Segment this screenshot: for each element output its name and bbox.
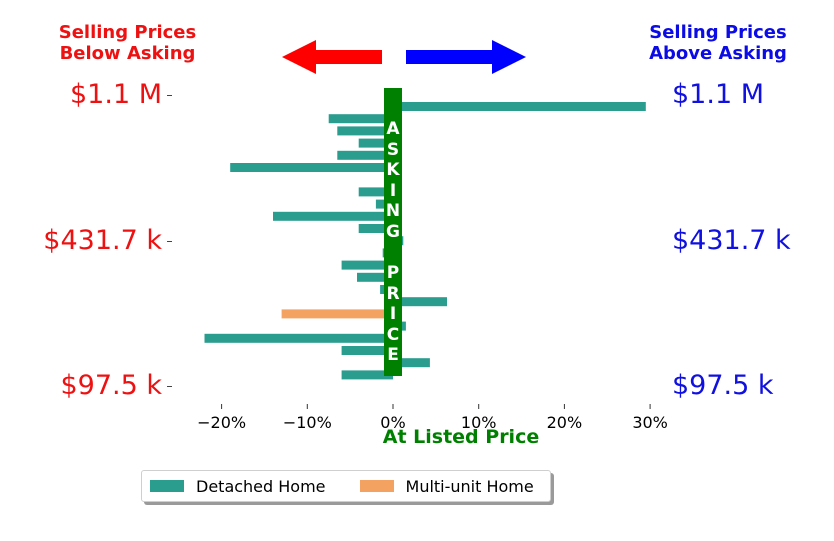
price-label-middle-right: $431.7 k	[672, 225, 791, 256]
x-tick-label-1: −10%	[282, 413, 332, 432]
above-asking-line1: Selling Prices	[649, 22, 787, 43]
bar-14	[357, 272, 393, 282]
bar-5	[230, 163, 393, 172]
bar-2	[337, 126, 393, 136]
asking-letter-2: K	[386, 160, 400, 181]
right-arrow-icon	[406, 40, 526, 74]
price-label-bottom-left: $97.5 k	[60, 370, 162, 401]
below-asking-line1: Selling Prices	[58, 22, 197, 43]
price-label-top-right: $1.1 M	[672, 79, 764, 110]
bar-4	[337, 150, 393, 160]
tick-mark-bottom	[167, 386, 172, 387]
asking-letter-4: N	[385, 201, 401, 222]
x-tick-label-2: 0%	[380, 413, 406, 432]
asking-letter-3: I	[389, 180, 397, 201]
bar-3	[358, 138, 393, 148]
left-arrow-icon	[282, 40, 382, 74]
price-letter-2: I	[389, 304, 397, 325]
legend-label-detached: Detached Home	[196, 476, 326, 496]
x-tick-label-3: 10%	[460, 413, 497, 432]
bar-7	[358, 187, 393, 197]
bar-19	[204, 333, 393, 343]
chart-legend: Detached Home Multi-unit Home	[141, 470, 551, 502]
above-asking-heading: Selling Prices Above Asking	[628, 22, 808, 64]
tick-mark-middle	[167, 241, 172, 242]
x-tick-label-0: −20%	[197, 413, 247, 432]
bar-9	[273, 211, 393, 221]
legend-item-detached: Detached Home	[150, 477, 326, 496]
bar-16	[393, 297, 447, 307]
legend-label-multi-unit: Multi-unit Home	[405, 476, 534, 496]
below-asking-line2: Below Asking	[59, 43, 196, 64]
above-asking-line2: Above Asking	[649, 43, 787, 64]
asking-letter-0: A	[386, 119, 400, 139]
legend-swatch-detached	[150, 480, 184, 492]
asking-letter-5: G	[386, 222, 400, 242]
bar-20	[341, 346, 393, 355]
price-letter-3: C	[386, 324, 400, 345]
price-label-middle-left: $431.7 k	[43, 225, 162, 256]
price-letter-4: E	[387, 345, 399, 366]
bar-13	[341, 260, 393, 270]
legend-item-multi-unit: Multi-unit Home	[359, 476, 534, 496]
bar-21	[393, 358, 430, 368]
x-tick-label-4: 20%	[546, 413, 583, 432]
x-axis-label: At Listed Price	[382, 426, 540, 448]
tick-mark-top	[167, 95, 172, 96]
bar-22	[341, 370, 393, 380]
asking-letter-1: S	[386, 139, 400, 160]
bar-10	[358, 224, 393, 233]
bar-17	[281, 309, 393, 319]
price-label-bottom-right: $97.5 k	[672, 370, 774, 401]
bar-0	[393, 102, 646, 111]
price-letter-1: R	[386, 283, 400, 304]
below-asking-heading: Selling Prices Below Asking	[40, 22, 215, 64]
price-label-top-left: $1.1 M	[70, 79, 162, 110]
x-tick-label-5: 30%	[632, 413, 668, 432]
legend-swatch-multi-unit	[359, 480, 394, 492]
price-letter-0: P	[386, 263, 400, 283]
bar-1	[328, 114, 393, 124]
